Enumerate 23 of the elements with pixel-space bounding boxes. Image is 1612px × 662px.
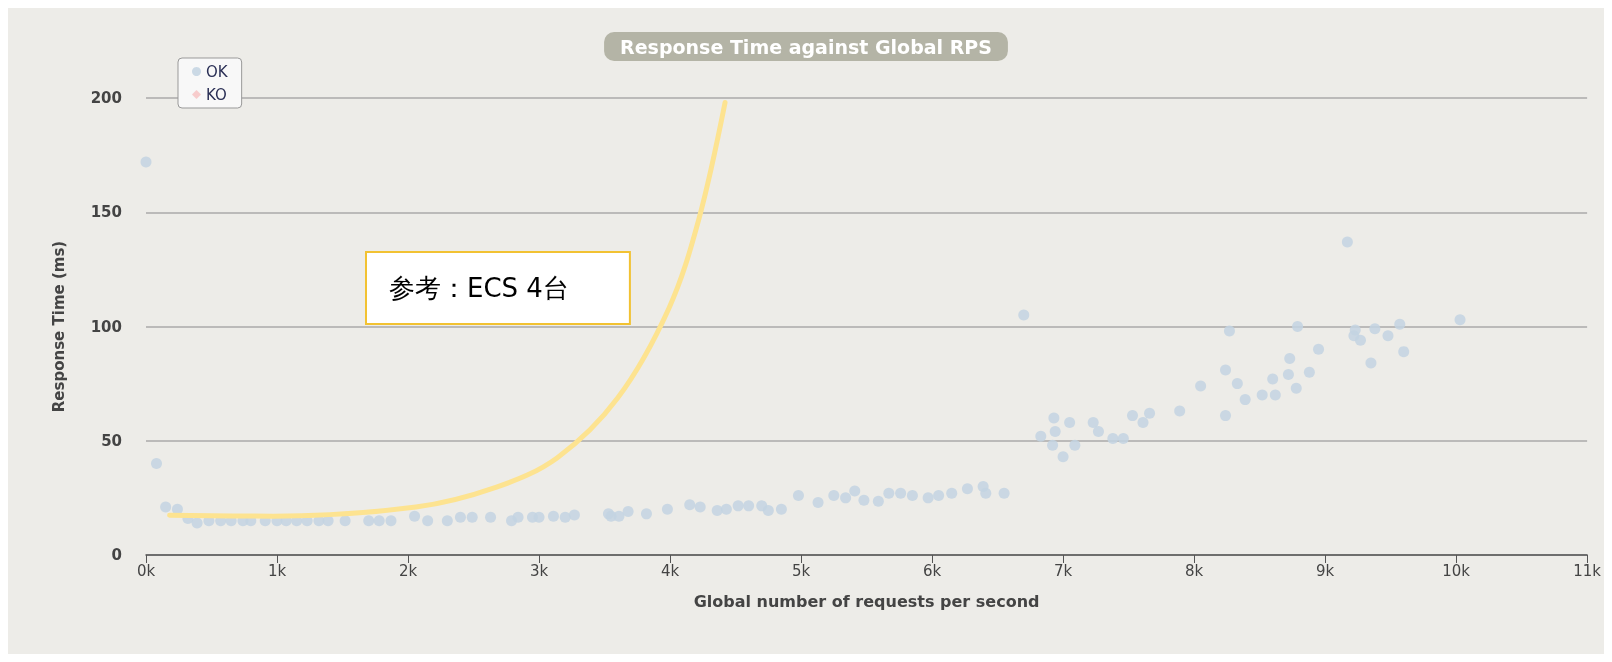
annotation: 参考：ECS 4台 <box>389 273 569 303</box>
x-tick-label: 4k <box>660 561 680 580</box>
legend-label: OK <box>206 62 229 81</box>
x-tick-label: 11k <box>1573 561 1602 580</box>
chart-title: Response Time against Global RPS <box>620 35 992 58</box>
y-tick-label: 200 <box>90 89 122 107</box>
x-tick-label: 0k <box>136 561 156 580</box>
x-tick-label: 9k <box>1315 561 1335 580</box>
x-tick-label: 1k <box>267 561 287 580</box>
x-tick-label: 10k <box>1442 561 1471 580</box>
x-tick-label: 8k <box>1184 561 1204 580</box>
y-tick-label: 0 <box>111 546 122 564</box>
x-tick-label: 3k <box>529 561 549 580</box>
x-tick-label: 7k <box>1053 561 1073 580</box>
y-axis-title: Response Time (ms) <box>49 240 68 413</box>
y-tick-label: 50 <box>101 431 122 450</box>
x-tick-label: 2k <box>398 561 418 580</box>
legend-label: KO <box>206 85 227 104</box>
x-tick-label: 5k <box>791 561 811 580</box>
y-tick-label: 150 <box>90 203 122 222</box>
x-axis-title: Global number of requests per second <box>693 591 1040 611</box>
x-tick-label: 6k <box>922 561 942 580</box>
y-tick-label: 100 <box>90 317 122 336</box>
